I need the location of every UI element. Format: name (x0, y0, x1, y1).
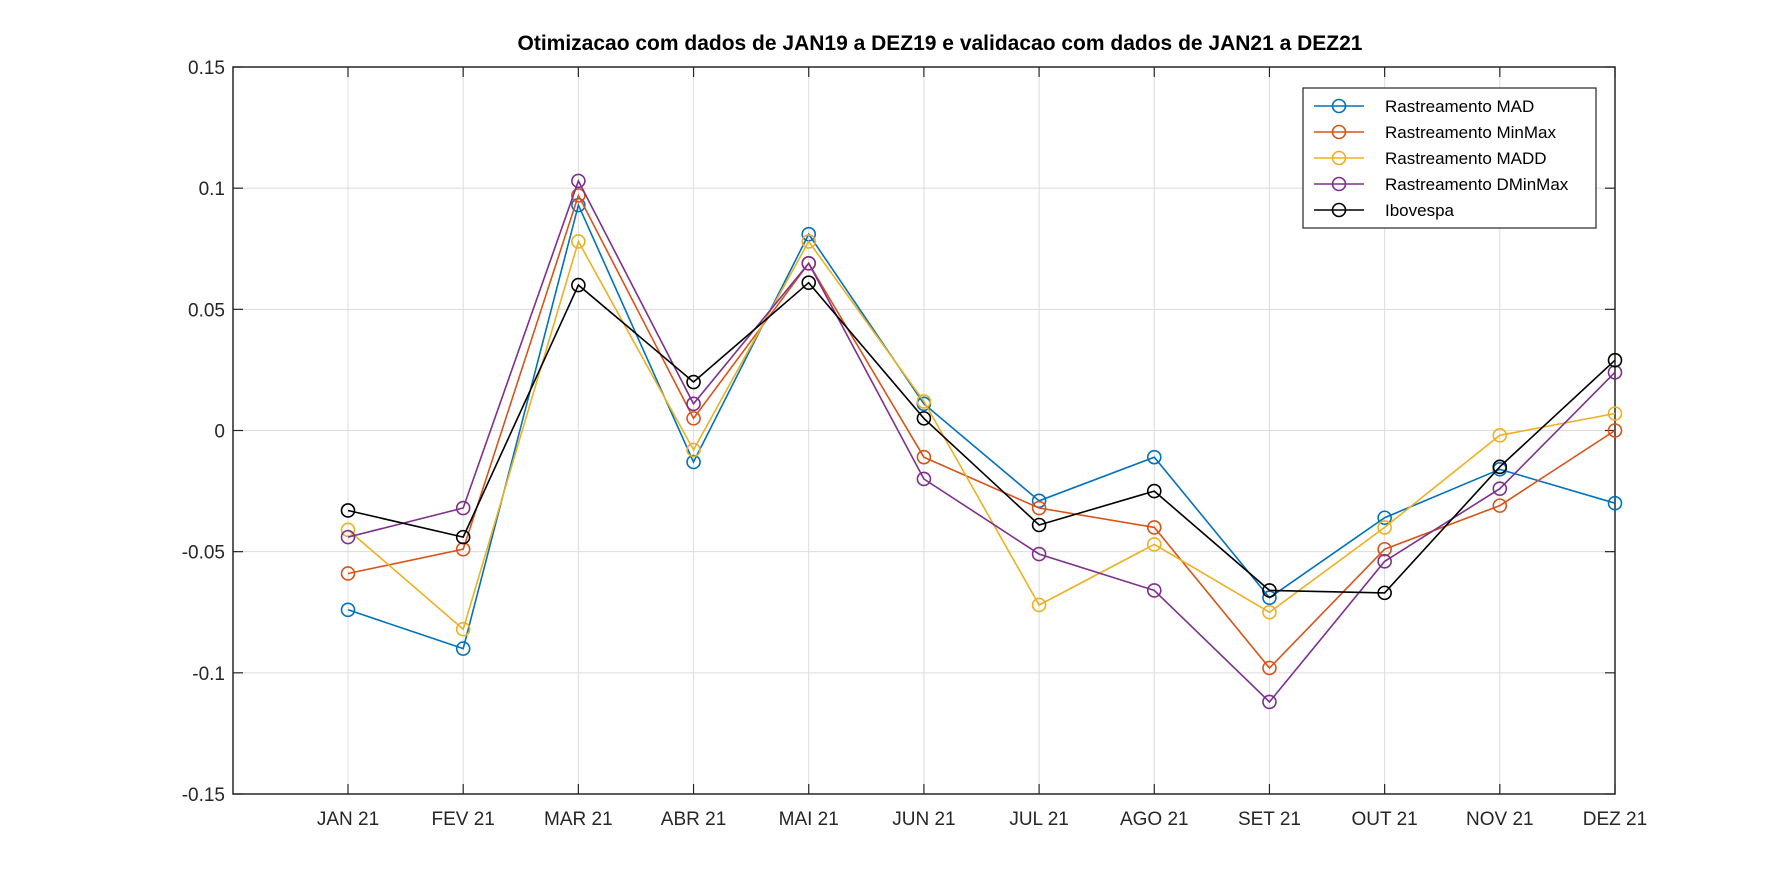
data-point-rastreamento-mad (686, 454, 701, 470)
data-point-rastreamento-minmax (1146, 520, 1162, 535)
data-point-ibovespa (1031, 517, 1047, 533)
y-tick-label: 0.05 (188, 300, 225, 321)
legend-marker-swatch (1331, 124, 1347, 140)
data-point-rastreamento-madd (1146, 537, 1162, 552)
x-tick-label: FEV 21 (431, 809, 494, 830)
data-point-rastreamento-minmax (1377, 541, 1392, 557)
data-point-rastreamento-madd (1607, 406, 1623, 421)
data-point-ibovespa (571, 277, 586, 293)
y-tick-label: -0.15 (182, 785, 225, 806)
data-point-rastreamento-madd (1377, 520, 1392, 535)
data-point-ibovespa (455, 529, 471, 545)
data-point-ibovespa (1146, 483, 1162, 499)
series-line-rastreamento-minmax (347, 193, 1616, 670)
x-tick-label: OUT 21 (1352, 809, 1418, 830)
data-point-rastreamento-minmax (1262, 660, 1277, 676)
data-point-rastreamento-dminmax (1607, 365, 1623, 380)
legend-marker-swatch (1331, 202, 1347, 218)
series-line-rastreamento-mad (347, 202, 1616, 650)
legend-entry-label: Rastreamento MADD (1385, 149, 1547, 168)
x-tick-label: JUL 21 (1009, 809, 1069, 830)
data-point-rastreamento-mad (1607, 495, 1623, 511)
legend-entry-label: Rastreamento DMinMax (1385, 175, 1569, 194)
y-tick-label: 0.15 (188, 58, 225, 79)
x-tick-label: JAN 21 (317, 809, 379, 830)
data-point-rastreamento-minmax (686, 411, 701, 426)
data-point-rastreamento-madd (686, 442, 701, 458)
data-point-rastreamento-dminmax (1262, 694, 1277, 710)
data-point-ibovespa (1262, 583, 1277, 598)
series-ibovespa (340, 275, 1623, 601)
data-point-rastreamento-madd (1262, 604, 1277, 620)
y-tick-label: -0.1 (192, 664, 225, 685)
data-point-rastreamento-madd (1492, 428, 1508, 443)
data-point-rastreamento-mad (1377, 510, 1392, 526)
series-rastreamento-dminmax (340, 173, 1623, 710)
data-point-ibovespa (686, 374, 701, 390)
data-point-rastreamento-dminmax (1492, 481, 1508, 496)
data-point-ibovespa (1607, 352, 1623, 368)
series-line-rastreamento-dminmax (347, 178, 1616, 704)
x-tick-label: AGO 21 (1120, 809, 1189, 830)
data-point-ibovespa (801, 275, 817, 290)
data-point-rastreamento-mad (571, 197, 586, 213)
data-point-rastreamento-madd (571, 234, 586, 249)
data-point-rastreamento-minmax (571, 188, 586, 203)
x-tick-label: NOV 21 (1466, 809, 1534, 830)
data-point-rastreamento-madd (801, 234, 817, 249)
x-tick-label: DEZ 21 (1583, 809, 1647, 830)
x-tick-label: ABR 21 (661, 809, 726, 830)
data-point-rastreamento-mad (340, 602, 356, 618)
data-point-rastreamento-minmax (1031, 500, 1047, 516)
y-tick-label: 0 (214, 422, 225, 443)
data-point-rastreamento-madd (455, 621, 471, 637)
x-tick-label: MAI 21 (779, 809, 839, 830)
x-tick-label: MAR 21 (544, 809, 613, 830)
chart-title: Otimizacao com dados de JAN19 a DEZ19 e … (518, 32, 1363, 55)
data-point-rastreamento-dminmax (571, 173, 586, 189)
data-point-ibovespa (916, 411, 932, 426)
axis-ticks: JAN 21 FEV 21 MAR 21 ABR 21 MAI 21 JUN 21 JUL … (182, 58, 1648, 830)
data-point-rastreamento-dminmax (801, 255, 817, 271)
data-point-rastreamento-dminmax (340, 529, 356, 545)
data-point-rastreamento-mad (455, 641, 471, 656)
data-point-rastreamento-dminmax (455, 500, 471, 516)
data-point-rastreamento-minmax (455, 541, 471, 557)
data-point-ibovespa (340, 503, 356, 518)
data-point-rastreamento-dminmax (686, 396, 701, 412)
series-line-ibovespa (347, 281, 1616, 594)
data-point-rastreamento-dminmax (1031, 546, 1047, 562)
data-point-rastreamento-minmax (1492, 498, 1508, 513)
data-point-rastreamento-minmax (1607, 423, 1623, 438)
data-point-rastreamento-dminmax (916, 471, 932, 487)
legend-entry-label: Ibovespa (1385, 201, 1455, 220)
data-point-rastreamento-dminmax (1377, 554, 1392, 569)
series-rastreamento-minmax (340, 188, 1623, 676)
y-tick-label: -0.05 (182, 543, 225, 564)
legend-entry-label: Rastreamento MinMax (1385, 123, 1557, 142)
legend-marker-swatch (1331, 150, 1347, 166)
data-point-rastreamento-madd (1031, 597, 1047, 613)
data-point-ibovespa (1377, 585, 1392, 601)
legend-marker-swatch (1331, 98, 1347, 114)
x-tick-label: JUN 21 (892, 809, 955, 830)
x-tick-label: SET 21 (1238, 809, 1301, 830)
series-rastreamento-mad (340, 197, 1623, 656)
data-point-rastreamento-minmax (916, 449, 932, 465)
series-rastreamento-madd (340, 234, 1623, 637)
data-point-rastreamento-minmax (340, 566, 356, 581)
series-group (340, 173, 1623, 710)
legend-entry-label: Rastreamento MAD (1385, 97, 1534, 116)
data-point-rastreamento-madd (916, 394, 932, 409)
legend: Rastreamento MAD Rastreamento MinMax Rastr… (1302, 87, 1597, 229)
legend-marker-swatch (1331, 176, 1347, 192)
y-tick-label: 0.1 (199, 179, 225, 200)
data-point-rastreamento-dminmax (1146, 583, 1162, 598)
series-line-rastreamento-madd (347, 239, 1616, 631)
data-point-rastreamento-mad (1146, 449, 1162, 465)
data-point-ibovespa (1492, 459, 1508, 475)
data-point-rastreamento-mad (1262, 590, 1277, 606)
